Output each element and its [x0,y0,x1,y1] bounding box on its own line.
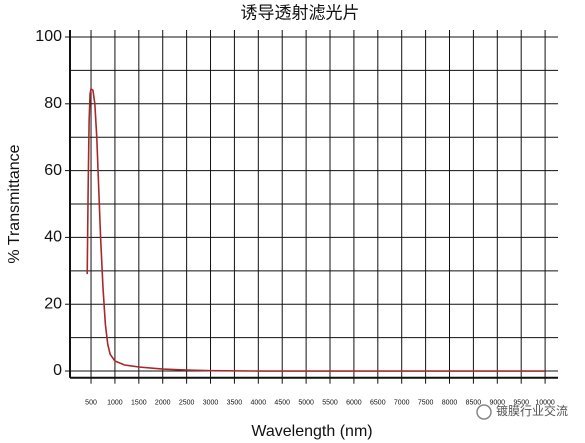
x-tick-label: 9000 [490,400,506,407]
y-axis-label: % Transmittance [6,144,23,263]
x-tick-label: 8500 [466,400,482,407]
x-tick-label: 6000 [346,400,362,407]
y-tick-label: 80 [44,95,62,112]
x-axis-label: Wavelength (nm) [251,423,372,440]
x-tick-label: 3500 [227,400,243,407]
x-tick-label: 5500 [322,400,338,407]
x-tick-label: 8000 [442,400,458,407]
x-tick-label: 9500 [513,400,529,407]
watermark-icon [476,404,492,420]
data-line [86,87,546,372]
x-tick-label: 4500 [274,400,290,407]
y-tick-label: 40 [44,229,62,246]
y-tick-label: 60 [44,162,62,179]
x-tick-label: 7500 [418,400,434,407]
x-tick-label: 7000 [394,400,410,407]
watermark: 镀膜行业交流 [496,403,568,418]
y-tick-label: 100 [35,28,62,45]
y-tick-label: 20 [44,295,62,312]
x-tick-label: 2500 [179,400,195,407]
x-tick-label: 10000 [535,400,555,407]
x-tick-label: 5000 [298,400,314,407]
x-tick-label: 4000 [251,400,267,407]
y-tick-label: 0 [53,362,62,379]
x-tick-label: 1000 [107,400,123,407]
x-tick-label: 500 [85,400,97,407]
chart-title: 诱导透射滤光片 [241,3,360,22]
x-tick-label: 1500 [131,400,147,407]
x-tick-label: 2000 [155,400,171,407]
x-tick-label: 3000 [203,400,219,407]
x-tick-label: 6500 [370,400,386,407]
